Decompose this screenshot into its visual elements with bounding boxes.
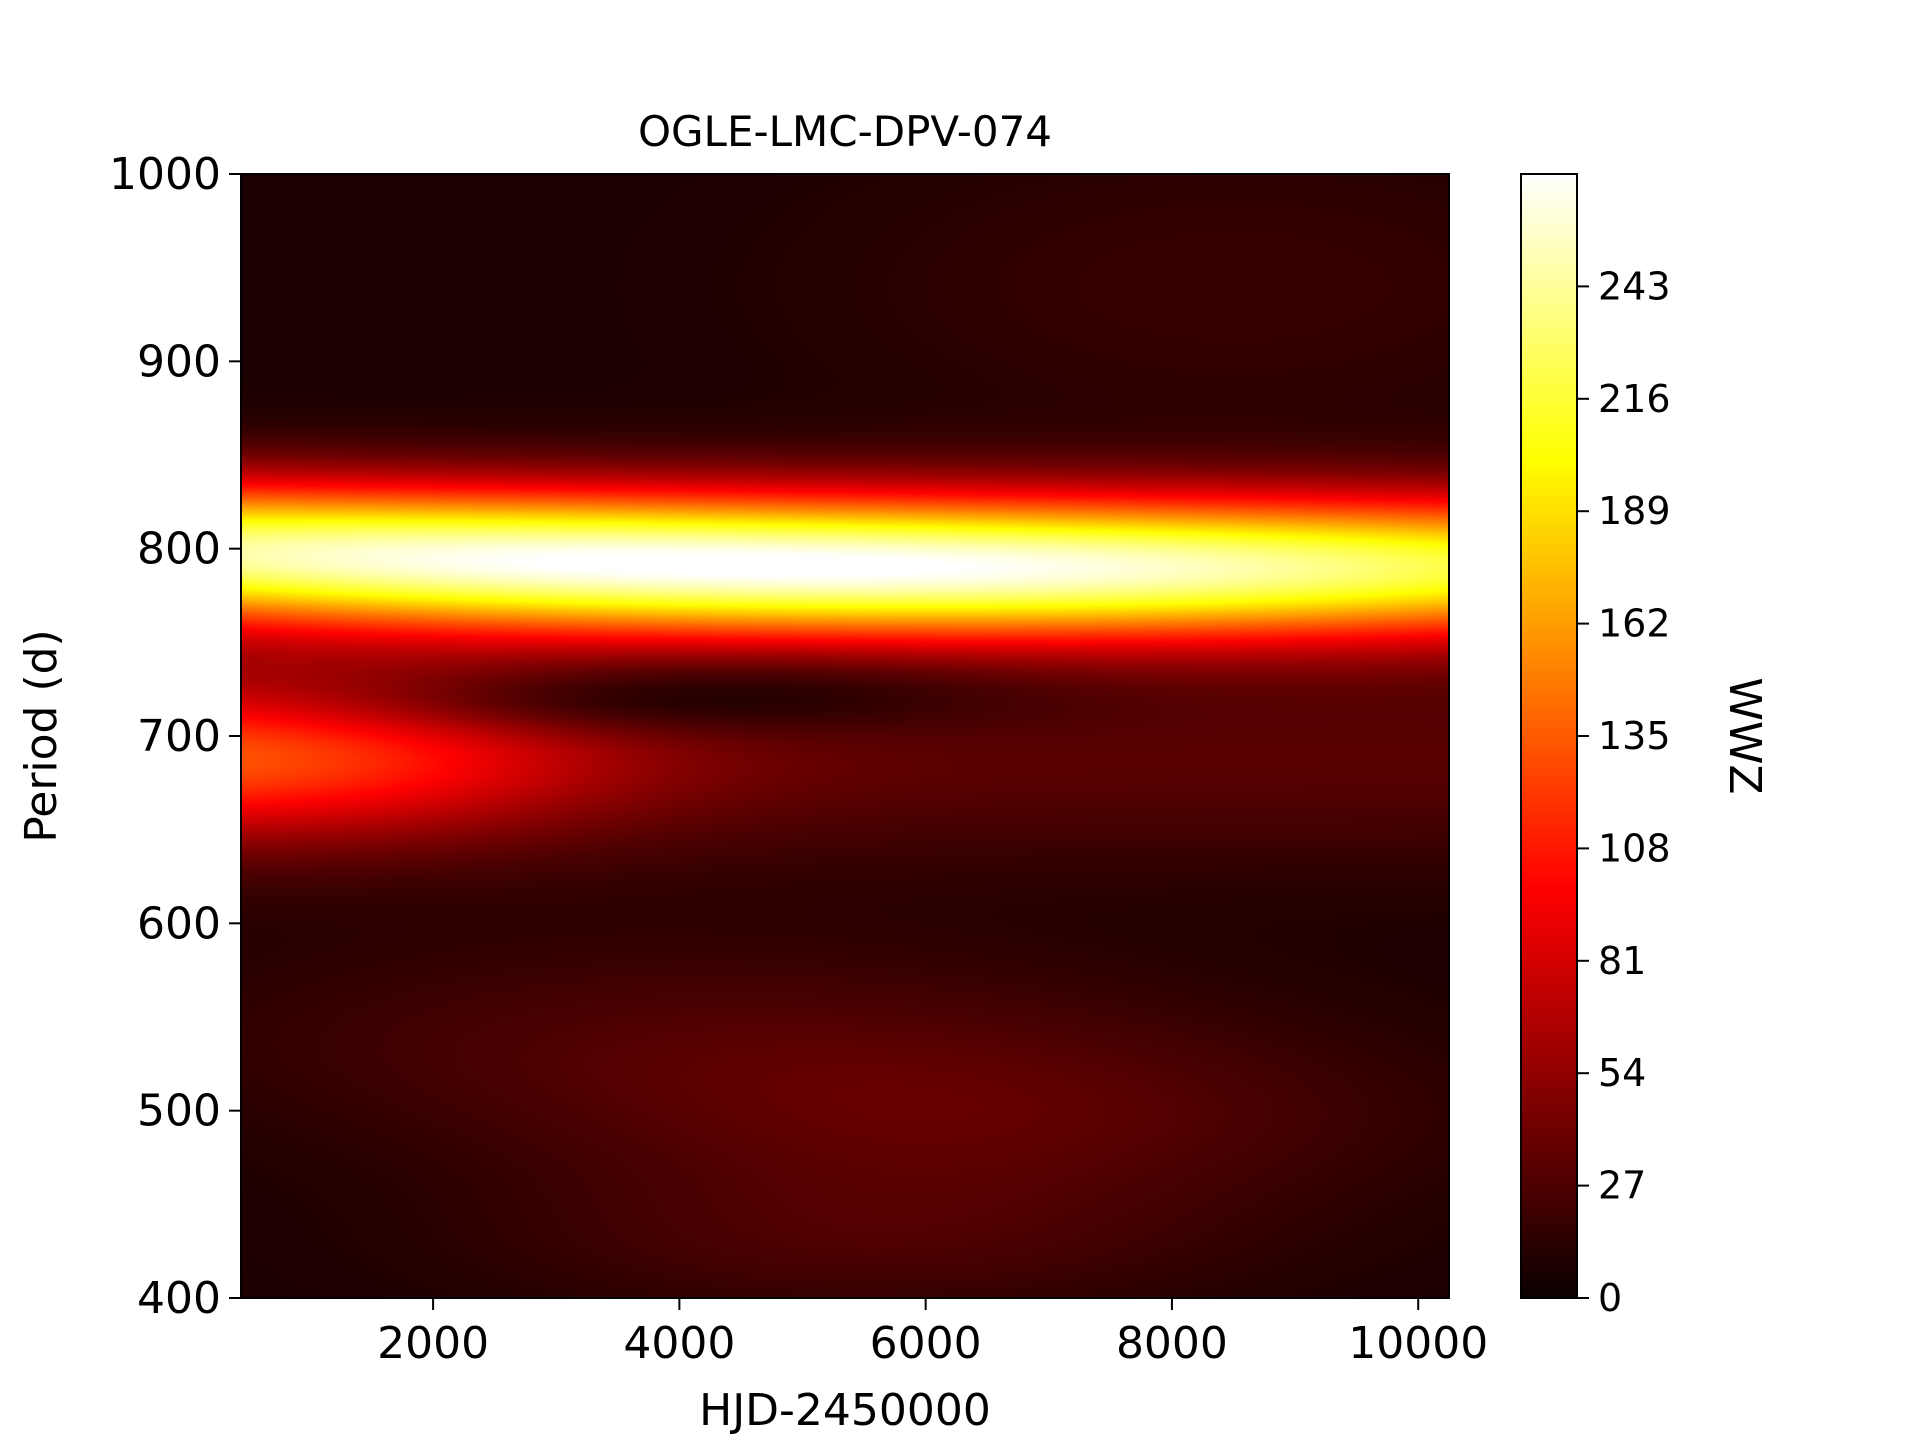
y-axis-label: Period (d) [16,629,67,842]
heatmap-canvas [241,174,1449,1298]
x-axis-label: HJD-2450000 [699,1385,991,1436]
colorbar-tick-label: 135 [1598,714,1671,758]
colorbar-tick-label: 54 [1598,1051,1646,1095]
y-tick-label: 400 [137,1273,221,1324]
colorbar-tick-label: 27 [1598,1164,1646,1208]
x-axis-ticks: 2000 4000 6000 8000 10000 [377,1298,1488,1369]
colorbar-tick-label: 108 [1598,826,1671,870]
x-tick-label: 8000 [1116,1318,1228,1369]
colorbar [1520,173,1578,1299]
x-tick-label: 4000 [623,1318,735,1369]
colorbar-label: WWZ [1719,677,1770,794]
colorbar-tick-label: 216 [1598,377,1671,421]
y-tick-label: 500 [137,1086,221,1137]
colorbar-tick-label: 243 [1598,264,1671,308]
colorbar-tick-label: 81 [1598,939,1646,983]
heatmap-container [241,174,1449,1298]
x-tick-label: 2000 [377,1318,489,1369]
x-tick-label: 10000 [1348,1318,1488,1369]
x-tick-label: 6000 [870,1318,982,1369]
y-tick-label: 800 [137,524,221,575]
y-tick-label: 600 [137,898,221,949]
y-tick-label: 700 [137,711,221,762]
colorbar-tick-label: 189 [1598,489,1671,533]
colorbar-tick-label: 162 [1598,602,1671,646]
y-axis-ticks: 400 500 600 700 800 900 1000 [109,149,241,1324]
y-tick-label: 900 [137,336,221,387]
chart-title: OGLE-LMC-DPV-074 [638,107,1052,156]
colorbar-tick-label: 0 [1598,1276,1622,1320]
y-tick-label: 1000 [109,149,221,200]
colorbar-ticks: 0 27 54 81 108 135 162 189 216 243 [1577,264,1671,1320]
